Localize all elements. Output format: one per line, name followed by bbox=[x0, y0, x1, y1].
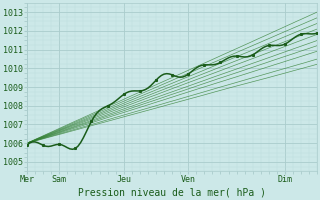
X-axis label: Pression niveau de la mer( hPa ): Pression niveau de la mer( hPa ) bbox=[78, 187, 266, 197]
